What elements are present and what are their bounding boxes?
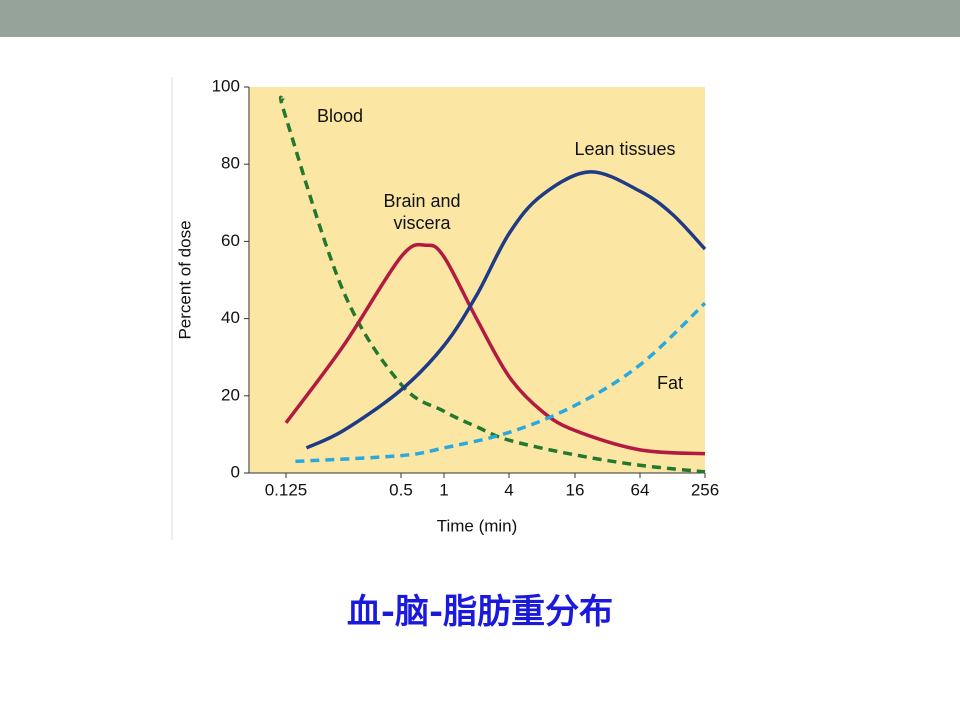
x-tick-label: 64 xyxy=(631,480,650,499)
y-tick-label: 0 xyxy=(231,462,240,481)
series-label: Blood xyxy=(316,106,364,126)
series-line xyxy=(284,242,706,456)
series-line xyxy=(278,95,706,474)
y-tick-label: 20 xyxy=(221,385,240,404)
series-label: Brain and viscera xyxy=(383,191,461,233)
x-axis-label: Time (min) xyxy=(437,516,518,535)
x-tick-label: 256 xyxy=(691,480,719,499)
x-tick-label: 0.5 xyxy=(389,480,413,499)
x-tick-label: 1 xyxy=(439,480,448,499)
series-label: Fat xyxy=(656,373,683,393)
series-line xyxy=(305,170,707,450)
y-axis-label: Percent of dose xyxy=(175,220,194,339)
series-line xyxy=(295,301,707,464)
x-tick-label: 0.125 xyxy=(265,480,308,499)
plot-background xyxy=(248,87,705,473)
x-tick-label: 4 xyxy=(504,480,513,499)
y-tick-label: 60 xyxy=(221,231,240,250)
y-tick-label: 100 xyxy=(212,76,240,95)
y-tick-label: 80 xyxy=(221,154,240,173)
y-tick-label: 40 xyxy=(221,308,240,327)
series-label: Lean tissues xyxy=(574,139,676,159)
x-tick-label: 16 xyxy=(566,480,585,499)
caption: 血-脑-脂肪重分布 xyxy=(346,592,614,632)
top-bar xyxy=(0,0,960,37)
